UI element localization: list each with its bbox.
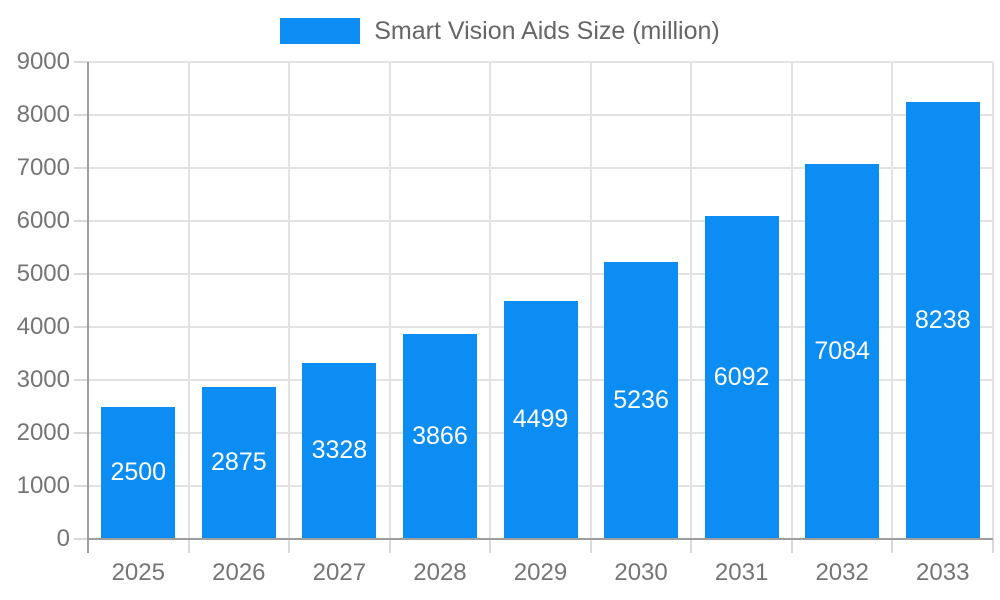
bar-value-label: 4499 xyxy=(512,405,569,434)
legend[interactable]: Smart Vision Aids Size (million) xyxy=(0,18,1000,44)
y-axis-label: 6000 xyxy=(16,207,70,234)
x-axis-tick xyxy=(288,539,291,553)
y-gridline xyxy=(88,273,993,275)
bar[interactable]: 4499 xyxy=(503,300,578,539)
x-axis-label: 2029 xyxy=(513,559,568,586)
bar-value-label: 5236 xyxy=(613,385,669,414)
bar[interactable]: 2500 xyxy=(101,406,176,539)
y-axis-tick xyxy=(74,273,88,275)
bar[interactable]: 5236 xyxy=(604,261,679,539)
bar-value-label: 3866 xyxy=(412,422,468,451)
y-axis-label: 9000 xyxy=(16,48,70,75)
x-axis-tick xyxy=(690,539,693,553)
plot-area: 0 1000 2000 3000 4000 5000 6000 7000 8000 9000 250… xyxy=(17,48,994,586)
bar[interactable]: 2875 xyxy=(201,386,276,539)
x-gridline xyxy=(589,62,592,539)
x-axis-line xyxy=(88,538,993,540)
bar-value-label: 8238 xyxy=(914,306,971,335)
y-axis-tick xyxy=(74,220,88,222)
legend-swatch-icon[interactable] xyxy=(280,18,361,44)
x-gridline xyxy=(891,62,894,539)
y-gridline xyxy=(88,167,993,169)
legend-label: Smart Vision Aids Size (million) xyxy=(374,17,720,45)
bar-value-label: 3328 xyxy=(311,436,368,465)
x-axis-tick xyxy=(589,539,592,553)
y-axis-label: 1000 xyxy=(16,472,70,499)
x-gridline xyxy=(388,62,391,539)
x-axis-label: 2027 xyxy=(312,559,367,586)
x-gridline xyxy=(187,62,190,539)
x-axis-tick xyxy=(489,539,492,553)
y-gridline xyxy=(88,220,993,222)
y-axis-label: 7000 xyxy=(16,154,70,181)
y-axis-tick xyxy=(74,61,88,63)
x-gridline xyxy=(992,62,994,539)
y-axis-tick xyxy=(74,326,88,328)
y-axis-tick xyxy=(74,432,88,434)
y-axis-tick xyxy=(74,485,88,487)
x-axis-label: 2033 xyxy=(916,559,970,586)
x-gridline xyxy=(690,62,693,539)
bar[interactable]: 3328 xyxy=(302,362,377,539)
y-axis-label: 4000 xyxy=(16,313,70,340)
x-axis-label: 2028 xyxy=(413,559,467,586)
x-axis-tick xyxy=(891,539,894,553)
bar-value-label: 2875 xyxy=(211,448,267,477)
bar[interactable]: 6092 xyxy=(704,216,779,539)
bar[interactable]: 7084 xyxy=(805,163,880,539)
x-gridline xyxy=(489,62,492,539)
bar[interactable]: 8238 xyxy=(905,102,980,539)
x-axis-tick xyxy=(388,539,391,553)
bar-value-label: 7084 xyxy=(814,336,870,365)
y-axis-tick xyxy=(74,167,88,169)
y-axis-line xyxy=(87,62,89,553)
y-axis-tick xyxy=(74,114,88,116)
x-axis-label: 2025 xyxy=(111,559,165,586)
y-axis-label: 8000 xyxy=(16,101,70,128)
x-axis-tick xyxy=(187,539,190,553)
x-gridline xyxy=(790,62,793,539)
y-gridline xyxy=(88,61,993,63)
bar-value-label: 6092 xyxy=(713,363,770,392)
bar-value-label: 2500 xyxy=(110,458,167,487)
y-axis-label: 3000 xyxy=(16,366,70,393)
x-gridline xyxy=(288,62,291,539)
x-axis-label: 2030 xyxy=(614,559,668,586)
x-axis-label: 2026 xyxy=(212,559,266,586)
y-gridline xyxy=(88,114,993,116)
y-axis-tick xyxy=(74,379,88,381)
y-axis-label: 5000 xyxy=(16,260,70,287)
y-axis-tick xyxy=(74,538,88,540)
x-axis-label: 2031 xyxy=(714,559,769,586)
y-axis-label: 0 xyxy=(56,525,70,552)
x-axis-label: 2032 xyxy=(815,559,869,586)
x-axis-tick xyxy=(992,539,994,553)
bar[interactable]: 3866 xyxy=(402,334,477,539)
x-axis-tick xyxy=(790,539,793,553)
y-axis-label: 2000 xyxy=(16,419,70,446)
